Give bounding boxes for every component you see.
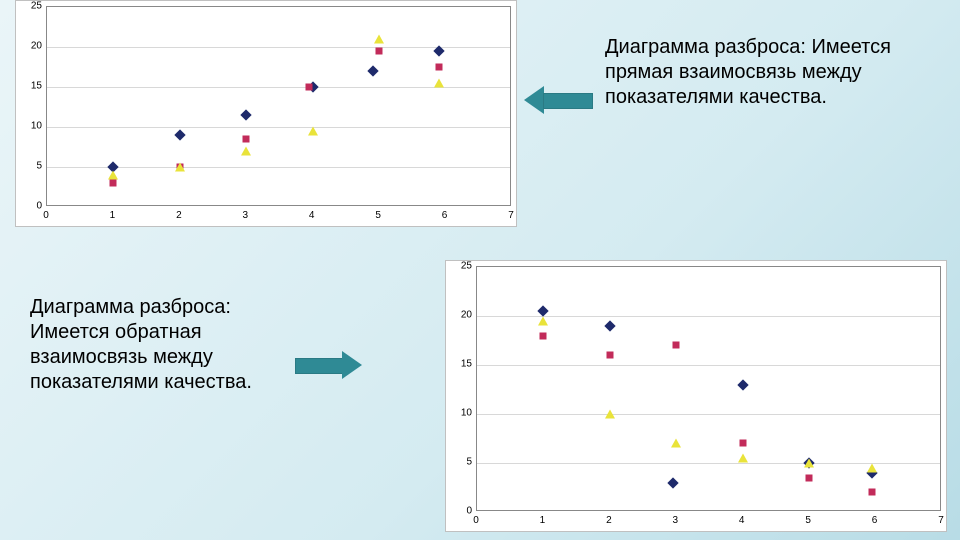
x-tick-label: 4 (739, 515, 745, 531)
x-tick-label: 2 (606, 515, 612, 531)
data-point (435, 64, 442, 71)
grid-line (47, 127, 510, 128)
data-point (804, 459, 814, 468)
x-tick-label: 1 (110, 210, 116, 226)
y-tick-label: 10 (16, 121, 42, 132)
x-tick-label: 7 (508, 210, 514, 226)
data-point (606, 352, 613, 359)
arrow-right (295, 350, 365, 380)
data-point (604, 320, 615, 331)
x-tick-label: 0 (43, 210, 49, 226)
data-point (737, 379, 748, 390)
data-point (376, 48, 383, 55)
data-point (538, 316, 548, 325)
data-point (434, 79, 444, 88)
y-tick-label: 20 (446, 310, 472, 321)
data-point (673, 342, 680, 349)
data-point (869, 489, 876, 496)
data-point (605, 410, 615, 419)
arrow-left (524, 85, 594, 115)
x-tick-label: 1 (540, 515, 546, 531)
plot-area (46, 6, 511, 206)
x-tick-label: 6 (872, 515, 878, 531)
x-tick-label: 4 (309, 210, 315, 226)
grid-line (477, 365, 940, 366)
data-point (806, 474, 813, 481)
data-point (241, 109, 252, 120)
scatter-chart-inverse: 0 5 10 15 20 25 0 1 2 3 4 5 6 7 (445, 260, 947, 532)
data-point (671, 439, 681, 448)
data-point (174, 129, 185, 140)
annotation-direct: Диаграмма разброса: Имеется прямая взаим… (605, 35, 935, 110)
plot-area (476, 266, 941, 511)
y-tick-label: 15 (16, 81, 42, 92)
x-tick-label: 5 (375, 210, 381, 226)
data-point (738, 454, 748, 463)
y-tick-label: 5 (16, 161, 42, 172)
data-point (374, 35, 384, 44)
data-point (175, 163, 185, 172)
data-point (367, 65, 378, 76)
data-point (739, 440, 746, 447)
annotation-inverse: Диаграмма разброса: Имеется обратная вза… (30, 295, 280, 395)
x-tick-label: 2 (176, 210, 182, 226)
data-point (867, 463, 877, 472)
data-point (308, 127, 318, 136)
x-tick-label: 3 (243, 210, 249, 226)
y-tick-label: 0 (446, 506, 472, 517)
y-tick-label: 0 (16, 201, 42, 212)
x-tick-label: 5 (805, 515, 811, 531)
data-point (540, 332, 547, 339)
data-point (110, 180, 117, 187)
data-point (241, 147, 251, 156)
y-tick-label: 15 (446, 359, 472, 370)
grid-line (477, 414, 940, 415)
y-tick-label: 5 (446, 457, 472, 468)
scatter-chart-direct: 0 5 10 15 20 25 0 1 2 3 4 5 6 7 (15, 0, 517, 227)
x-tick-label: 7 (938, 515, 944, 531)
x-tick-label: 0 (473, 515, 479, 531)
data-point (667, 477, 678, 488)
x-tick-label: 3 (673, 515, 679, 531)
y-tick-label: 20 (16, 41, 42, 52)
y-tick-label: 25 (16, 1, 42, 12)
data-point (243, 136, 250, 143)
x-tick-label: 6 (442, 210, 448, 226)
data-point (306, 84, 313, 91)
y-tick-label: 25 (446, 261, 472, 272)
data-point (108, 171, 118, 180)
y-tick-label: 10 (446, 408, 472, 419)
